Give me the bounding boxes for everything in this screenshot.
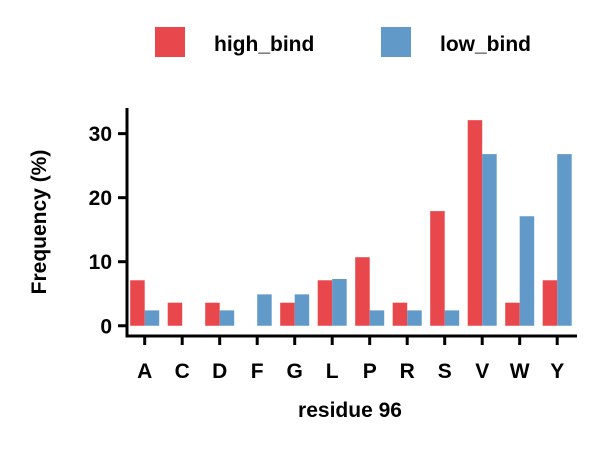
bar-low_bind-A — [144, 310, 160, 326]
y-axis-title: Frequency (%) — [28, 150, 51, 295]
bar-low_bind-R — [407, 310, 422, 326]
legend: high_bind low_bind — [155, 27, 531, 57]
x-tick-label: A — [137, 360, 152, 383]
x-tick-label: V — [475, 360, 489, 383]
x-tick-label: D — [212, 360, 227, 383]
bar-low_bind-W — [519, 216, 535, 326]
x-tick-label: P — [363, 360, 377, 383]
y-tick-label: 30 — [89, 123, 112, 146]
x-tick-label: S — [438, 360, 452, 383]
bar-high_bind-A — [130, 280, 145, 326]
bars-group — [130, 120, 572, 326]
bar-low_bind-S — [444, 310, 460, 326]
bar-low_bind-D — [219, 310, 235, 326]
x-tick-label: G — [287, 360, 303, 383]
x-tick-label: Y — [550, 360, 564, 383]
x-axis-title: residue 96 — [298, 399, 402, 422]
legend-label-low_bind: low_bind — [440, 33, 531, 56]
bar-high_bind-V — [467, 120, 483, 326]
legend-label-high_bind: high_bind — [214, 33, 314, 56]
bar-low_bind-L — [332, 279, 347, 326]
legend-swatch-high_bind — [155, 27, 185, 57]
bar-high_bind-R — [392, 302, 408, 326]
bar-high_bind-Y — [542, 280, 558, 326]
x-tick-label: L — [326, 360, 339, 383]
bar-low_bind-G — [294, 294, 310, 326]
bar-high_bind-D — [205, 302, 220, 326]
y-tick-label: 10 — [89, 251, 112, 274]
bar-low_bind-V — [482, 154, 497, 326]
bar-low_bind-Y — [557, 154, 572, 326]
bar-high_bind-P — [355, 257, 370, 326]
bar-high_bind-S — [430, 211, 445, 326]
x-tick-label: C — [175, 360, 190, 383]
bar-high_bind-L — [317, 280, 333, 326]
y-ticks-group: 0 10 20 30 — [89, 123, 127, 338]
y-tick-label: 20 — [89, 187, 112, 210]
x-tick-label: R — [400, 360, 415, 383]
bar-low_bind-P — [369, 310, 385, 326]
y-tick-label: 0 — [100, 315, 112, 338]
bar-high_bind-W — [505, 302, 520, 326]
bar-high_bind-C — [167, 302, 183, 326]
bar-high_bind-G — [280, 302, 295, 326]
legend-swatch-low_bind — [381, 27, 411, 57]
x-tick-label: W — [510, 360, 530, 383]
x-tick-label: F — [251, 360, 264, 383]
bar-low_bind-F — [257, 294, 272, 326]
